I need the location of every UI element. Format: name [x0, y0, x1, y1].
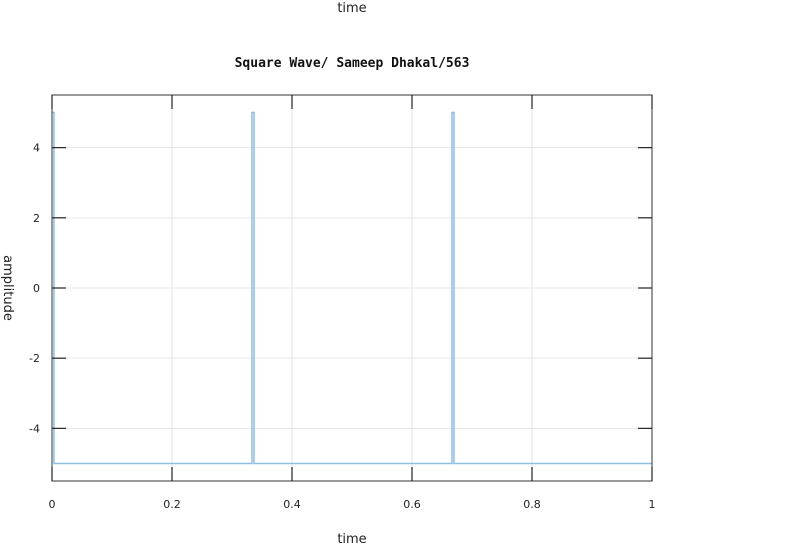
y-tick-label: 4 [33, 142, 40, 155]
x-tick-label: 0 [49, 498, 56, 511]
x-axis-title: time [337, 532, 366, 545]
y-tick-label: -2 [29, 352, 40, 365]
y-tick-label: 2 [33, 212, 40, 225]
x-tick-label: 1 [649, 498, 656, 511]
top-axis-label: time [337, 1, 366, 16]
x-tick-label: 0.6 [403, 498, 421, 511]
axis-ticks [51, 95, 653, 481]
series-group [52, 111, 652, 465]
series-line [52, 111, 652, 465]
x-tick-label: 0.8 [523, 498, 541, 511]
y-tick-label: -4 [29, 422, 40, 435]
y-axis-title: amplitude [0, 255, 15, 321]
x-tick-label: 0.2 [163, 498, 181, 511]
x-tick-label: 0.4 [283, 498, 301, 511]
chart-title: Square Wave/ Sameep Dhakal/563 [235, 56, 470, 71]
y-tick-label: 0 [33, 282, 40, 295]
grid [51, 95, 653, 481]
tick-labels: 0 0.2 0.4 0.6 0.8 1 -4 -2 0 2 4 [29, 142, 655, 511]
